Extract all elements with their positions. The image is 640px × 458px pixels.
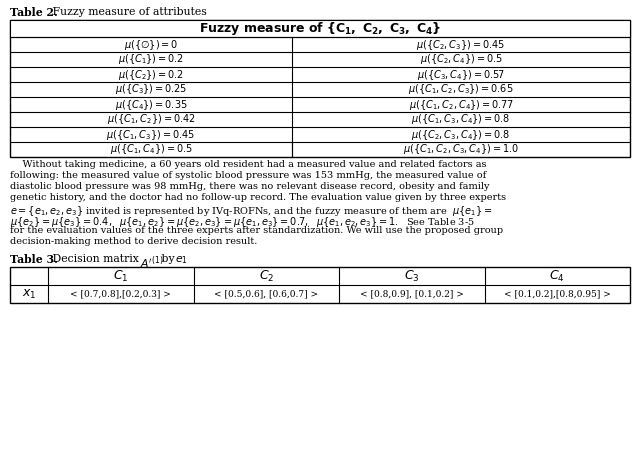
Text: Table 2.: Table 2. <box>10 7 58 18</box>
Text: < [0.1,0.2],[0.8,0.95] >: < [0.1,0.2],[0.8,0.95] > <box>504 289 611 299</box>
Text: for the evaluation values of the three experts after standardization. We will us: for the evaluation values of the three e… <box>10 226 503 235</box>
Text: $e = \{e_1, e_2, e_3\}$ invited is represented by IVq-ROFNs, and the fuzzy measu: $e = \{e_1, e_2, e_3\}$ invited is repre… <box>10 204 493 218</box>
Text: $\mu(\{C_1,C_2\}) = 0.42$: $\mu(\{C_1,C_2\}) = 0.42$ <box>107 113 195 126</box>
Text: $A'^{(1)}$: $A'^{(1)}$ <box>140 254 163 271</box>
Text: Without taking medicine, a 60 years old resident had a measured value and relate: Without taking medicine, a 60 years old … <box>10 160 486 169</box>
Text: $\mu(\{C_3,C_4\}) = 0.57$: $\mu(\{C_3,C_4\}) = 0.57$ <box>417 67 505 82</box>
Text: $\mu(\{C_2,C_3\}) = 0.45$: $\mu(\{C_2,C_3\}) = 0.45$ <box>417 38 506 51</box>
Text: by: by <box>158 254 178 264</box>
Text: < [0.7,0.8],[0.2,0.3] >: < [0.7,0.8],[0.2,0.3] > <box>70 289 171 299</box>
Text: $\mu(\{C_4\}) = 0.35$: $\mu(\{C_4\}) = 0.35$ <box>115 98 188 111</box>
Bar <box>10 20 630 157</box>
Text: Fuzzy measure of attributes: Fuzzy measure of attributes <box>49 7 207 17</box>
Text: < [0.5,0.6], [0.6,0.7] >: < [0.5,0.6], [0.6,0.7] > <box>214 289 318 299</box>
Text: Table 3.: Table 3. <box>10 254 58 265</box>
Text: $\mu(\{C_3\}) = 0.25$: $\mu(\{C_3\}) = 0.25$ <box>115 82 187 97</box>
Text: $x_1$: $x_1$ <box>22 288 36 300</box>
Text: $\mu(\{C_1,C_2,C_4\}) = 0.77$: $\mu(\{C_1,C_2,C_4\}) = 0.77$ <box>409 98 513 111</box>
Text: $C_2$: $C_2$ <box>259 268 274 284</box>
Text: diastolic blood pressure was 98 mmHg, there was no relevant disease record, obes: diastolic blood pressure was 98 mmHg, th… <box>10 182 490 191</box>
Bar <box>10 267 630 303</box>
Text: < [0.8,0.9], [0.1,0.2] >: < [0.8,0.9], [0.1,0.2] > <box>360 289 464 299</box>
Text: $\mu(\{C_1,C_3,C_4\}) = 0.8$: $\mu(\{C_1,C_3,C_4\}) = 0.8$ <box>412 113 511 126</box>
Text: $\bf{Fuzzy\ measure\ of\ \{C_1,\ C_2,\ C_3,\ C_4\}}$: $\bf{Fuzzy\ measure\ of\ \{C_1,\ C_2,\ C… <box>199 20 441 37</box>
Text: $\mu\{e_2\} = \mu\{e_3\} = 0.4,\ \ \mu\{e_1, e_2\} = \mu\{e_2, e_3\} = \mu\{e_1,: $\mu\{e_2\} = \mu\{e_3\} = 0.4,\ \ \mu\{… <box>10 215 475 229</box>
Text: $C_3$: $C_3$ <box>404 268 420 284</box>
Text: $\mu(\{C_2,C_4\}) = 0.5$: $\mu(\{C_2,C_4\}) = 0.5$ <box>420 53 502 66</box>
Text: $\mu(\{C_1,C_2,C_3,C_4\}) = 1.0$: $\mu(\{C_1,C_2,C_3,C_4\}) = 1.0$ <box>403 142 519 157</box>
Text: $e_1$: $e_1$ <box>175 254 188 266</box>
Text: $\mu(\{C_1,C_2,C_3\}) = 0.65$: $\mu(\{C_1,C_2,C_3\}) = 0.65$ <box>408 82 514 97</box>
Text: $\mu(\{C_1\}) = 0.2$: $\mu(\{C_1\}) = 0.2$ <box>118 53 184 66</box>
Text: $C_4$: $C_4$ <box>549 268 565 284</box>
Text: $\mu(\{C_1,C_4\}) = 0.5$: $\mu(\{C_1,C_4\}) = 0.5$ <box>109 142 193 157</box>
Text: decision-making method to derive decision result.: decision-making method to derive decisio… <box>10 237 257 246</box>
Text: Decision matrix: Decision matrix <box>49 254 142 264</box>
Text: following: the measured value of systolic blood pressure was 153 mmHg, the measu: following: the measured value of systoli… <box>10 171 486 180</box>
Text: $\mu(\{C_2\}) = 0.2$: $\mu(\{C_2\}) = 0.2$ <box>118 67 184 82</box>
Text: $\mu(\{C_2,C_3,C_4\}) = 0.8$: $\mu(\{C_2,C_3,C_4\}) = 0.8$ <box>412 127 511 142</box>
Text: $C_1$: $C_1$ <box>113 268 129 284</box>
Text: $\mu(\{C_1,C_3\}) = 0.45$: $\mu(\{C_1,C_3\}) = 0.45$ <box>106 127 196 142</box>
Text: genetic history, and the doctor had no follow-up record. The evaluation value gi: genetic history, and the doctor had no f… <box>10 193 506 202</box>
Bar <box>10 20 630 37</box>
Text: $\mu(\{\emptyset\}) = 0$: $\mu(\{\emptyset\}) = 0$ <box>124 38 178 51</box>
